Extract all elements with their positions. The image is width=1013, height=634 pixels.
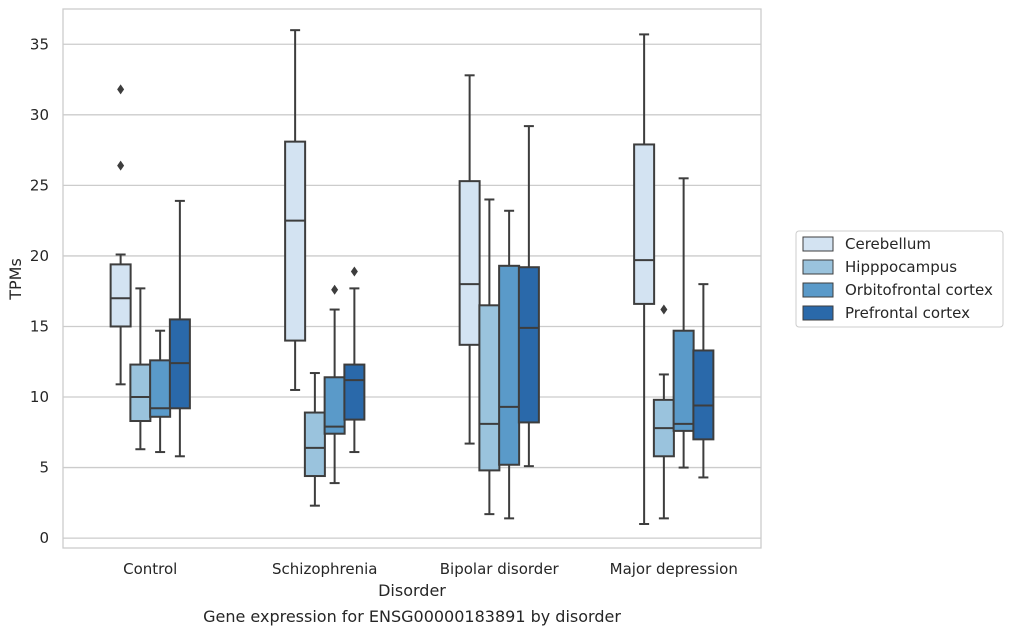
y-tick-labels: 0 5 10 15 20 25 30 35: [30, 35, 49, 547]
iqr-box: [109, 263, 132, 328]
iqr-box: [692, 349, 715, 441]
iqr-box: [517, 266, 540, 424]
y-tick-label: 10: [30, 388, 49, 406]
box-hipppocampus-1: [303, 372, 326, 507]
box-orbitofrontal-cortex-1: [323, 284, 346, 485]
iqr-box: [672, 329, 695, 432]
legend-swatch: [802, 282, 834, 298]
box-cerebellum-3: [633, 33, 656, 526]
iqr-box: [303, 411, 326, 478]
legend-label: Hipppocampus: [845, 258, 957, 276]
boxes: [109, 29, 715, 526]
box-orbitofrontal-cortex-0: [149, 329, 172, 454]
legend-swatch: [802, 259, 834, 275]
x-axis-label: Disorder: [378, 581, 446, 600]
box-prefrontal-cortex-0: [168, 199, 191, 458]
legend-frame: [795, 230, 1004, 328]
y-tick-label: 0: [39, 529, 49, 547]
legend-label: Orbitofrontal cortex: [845, 281, 993, 299]
legend-label: Cerebellum: [845, 235, 931, 253]
legend: Cerebellum Hipppocampus Orbitofrontal cort…: [795, 230, 1004, 328]
y-tick-label: 20: [30, 247, 49, 265]
y-tick-label: 30: [30, 106, 49, 124]
legend-label: Prefrontal cortex: [845, 304, 970, 322]
x-tick-label: Major depression: [610, 560, 738, 578]
legend-swatch: [802, 305, 834, 321]
x-tick-label: Schizophrenia: [272, 560, 377, 578]
chart-caption: Gene expression for ENSG00000183891 by d…: [203, 607, 621, 626]
y-tick-label: 15: [30, 317, 49, 335]
box-prefrontal-cortex-1: [343, 266, 366, 454]
outlier-point: [660, 304, 668, 315]
legend-swatch: [802, 236, 834, 252]
box-hipppocampus-2: [478, 198, 501, 516]
box-orbitofrontal-cortex-3: [672, 177, 695, 469]
y-tick-label: 25: [30, 176, 49, 194]
y-tick-label: 35: [30, 35, 49, 53]
box-prefrontal-cortex-2: [517, 125, 540, 468]
iqr-box: [498, 264, 521, 466]
iqr-box: [633, 143, 656, 305]
iqr-box: [458, 180, 481, 346]
box-prefrontal-cortex-3: [692, 283, 715, 479]
box-hipppocampus-3: [652, 304, 675, 520]
x-tick-label: Control: [123, 560, 177, 578]
outlier-point: [117, 84, 125, 95]
iqr-box: [323, 376, 346, 435]
y-tick-label: 5: [39, 459, 49, 477]
x-tick-label: Bipolar disorder: [440, 560, 560, 578]
iqr-box: [478, 304, 501, 472]
outlier-point: [350, 266, 358, 277]
iqr-box: [129, 363, 152, 423]
outlier-point: [331, 284, 339, 295]
iqr-box: [343, 363, 366, 421]
box-cerebellum-0: [109, 84, 132, 386]
iqr-box: [284, 140, 307, 342]
y-axis-label: TPMs: [6, 258, 25, 301]
box-cerebellum-2: [458, 74, 481, 445]
box-cerebellum-1: [284, 29, 307, 391]
plot-area-frame: [62, 8, 762, 549]
x-tick-labels: Control Schizophrenia Bipolar disorder Majo…: [123, 560, 738, 578]
outlier-point: [117, 160, 125, 171]
